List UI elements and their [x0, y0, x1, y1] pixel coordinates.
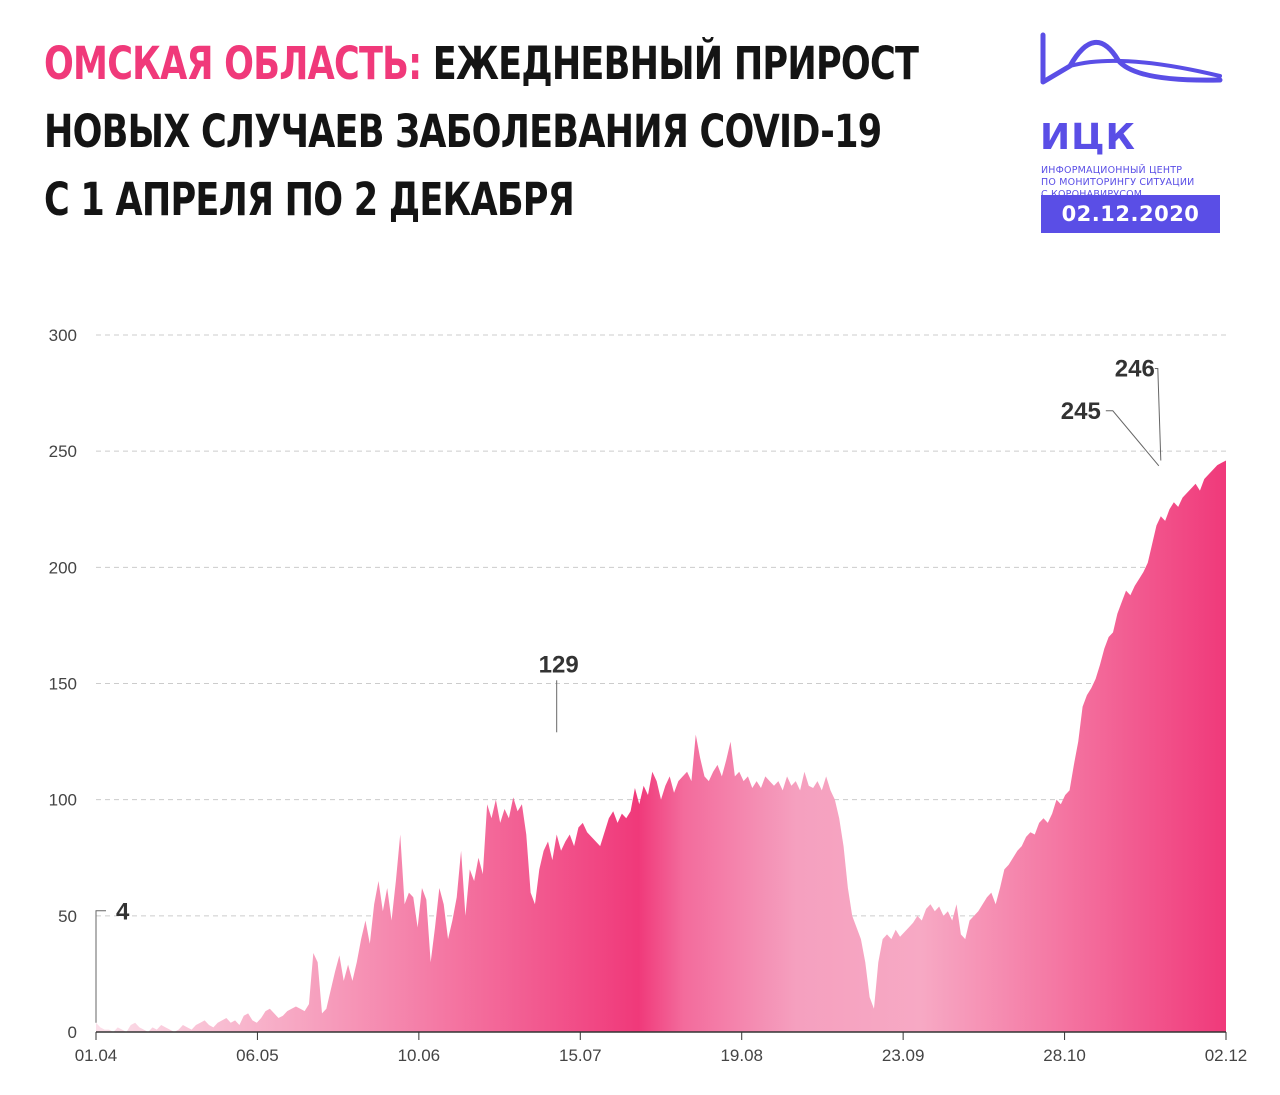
- series-area: [96, 460, 1226, 1033]
- x-tick-label: 15.07: [559, 1046, 602, 1065]
- x-tick-label: 06.05: [236, 1046, 279, 1065]
- x-tick-label: 10.06: [398, 1046, 441, 1065]
- y-tick-label: 100: [49, 791, 77, 810]
- logo-wave-icon: [1040, 32, 1223, 85]
- logo-subtitle-line: ПО МОНИТОРИНГУ СИТУАЦИИ: [1041, 177, 1195, 188]
- logo-subtitle: ИНФОРМАЦИОННЫЙ ЦЕНТР ПО МОНИТОРИНГУ СИТУ…: [1041, 165, 1226, 201]
- y-tick-label: 0: [68, 1023, 77, 1042]
- y-tick-label: 150: [49, 675, 77, 694]
- annotation-label: 4: [116, 899, 130, 926]
- annotation-label: 129: [539, 651, 579, 678]
- annotation-label: 246: [1115, 355, 1155, 382]
- y-tick-label: 200: [49, 558, 77, 577]
- title-region: ОМСКАЯ ОБЛАСТЬ:: [44, 37, 422, 90]
- annotation-leader: [1105, 410, 1160, 467]
- x-tick-label: 02.12: [1205, 1046, 1248, 1065]
- x-tick-label: 23.09: [882, 1046, 925, 1065]
- title-line-1-rest: ЕЖЕДНЕВНЫЙ ПРИРОСТ: [421, 37, 919, 90]
- title-line-3: С 1 АПРЕЛЯ ПО 2 ДЕКАБРЯ: [44, 173, 575, 226]
- annotation-leader: [95, 910, 106, 1023]
- logo-subtitle-line: С КОРОНАВИРУСОМ: [1041, 189, 1226, 201]
- annotation-leader: [1154, 367, 1162, 461]
- x-tick-label: 19.08: [720, 1046, 763, 1065]
- ick-logo: ИЦК ИНФОРМАЦИОННЫЙ ЦЕНТР ПО МОНИТОРИНГУ …: [1040, 30, 1225, 235]
- title-line-2: НОВЫХ СЛУЧАЕВ ЗАБОЛЕВАНИЯ COVID-19: [44, 105, 882, 158]
- x-tick-label: 28.10: [1043, 1046, 1086, 1065]
- annotation-label: 245: [1061, 398, 1101, 425]
- y-tick-label: 250: [49, 442, 77, 461]
- y-tick-label: 300: [49, 326, 77, 345]
- report-date: 02.12.2020: [1041, 195, 1220, 233]
- title-line-1: ОМСКАЯ ОБЛАСТЬ: ЕЖЕДНЕВНЫЙ ПРИРОСТ: [44, 30, 919, 98]
- logo-subtitle-line: ИНФОРМАЦИОННЫЙ ЦЕНТР: [1041, 165, 1183, 176]
- chart-title: ОМСКАЯ ОБЛАСТЬ: ЕЖЕДНЕВНЫЙ ПРИРОСТ НОВЫХ…: [44, 30, 919, 234]
- logo-mark: ИЦК: [1040, 117, 1136, 158]
- y-tick-label: 50: [58, 907, 77, 926]
- x-tick-label: 01.04: [75, 1046, 118, 1065]
